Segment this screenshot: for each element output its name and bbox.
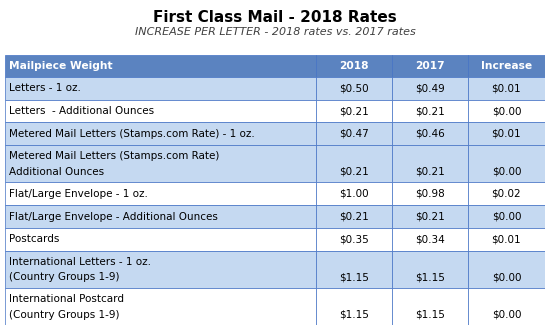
- Text: 2018: 2018: [339, 61, 369, 71]
- Text: Flat/Large Envelope - 1 oz.: Flat/Large Envelope - 1 oz.: [9, 189, 148, 199]
- Text: $0.50: $0.50: [339, 83, 369, 94]
- Bar: [5, 55, 316, 77]
- Text: $0.21: $0.21: [339, 212, 369, 221]
- Text: $0.21: $0.21: [415, 167, 444, 177]
- Bar: [316, 55, 392, 77]
- Bar: [316, 182, 392, 205]
- Bar: [5, 77, 316, 100]
- Bar: [5, 205, 316, 228]
- Bar: [316, 205, 392, 228]
- Bar: [5, 228, 316, 250]
- Text: $0.00: $0.00: [492, 272, 521, 283]
- Text: $0.02: $0.02: [492, 189, 521, 199]
- Text: INCREASE PER LETTER - 2018 rates vs. 2017 rates: INCREASE PER LETTER - 2018 rates vs. 201…: [135, 27, 415, 37]
- Text: Metered Mail Letters (Stamps.com Rate): Metered Mail Letters (Stamps.com Rate): [9, 151, 219, 161]
- Text: $1.15: $1.15: [415, 272, 444, 283]
- Bar: [392, 145, 468, 182]
- Text: Metered Mail Letters (Stamps.com Rate) - 1 oz.: Metered Mail Letters (Stamps.com Rate) -…: [9, 129, 255, 139]
- Text: Flat/Large Envelope - Additional Ounces: Flat/Large Envelope - Additional Ounces: [9, 212, 218, 221]
- Bar: [392, 100, 468, 123]
- Bar: [392, 228, 468, 250]
- Bar: [468, 100, 545, 123]
- Text: Additional Ounces: Additional Ounces: [9, 167, 104, 177]
- Text: $0.00: $0.00: [492, 212, 521, 221]
- Text: International Postcard: International Postcard: [9, 294, 124, 304]
- Bar: [316, 100, 392, 123]
- Bar: [5, 123, 316, 145]
- Bar: [5, 182, 316, 205]
- Bar: [468, 55, 545, 77]
- Text: $0.00: $0.00: [492, 106, 521, 116]
- Text: Letters  - Additional Ounces: Letters - Additional Ounces: [9, 106, 154, 116]
- Bar: [468, 288, 545, 325]
- Text: International Letters - 1 oz.: International Letters - 1 oz.: [9, 257, 151, 267]
- Text: $0.21: $0.21: [339, 106, 369, 116]
- Bar: [392, 55, 468, 77]
- Text: $0.49: $0.49: [415, 83, 444, 94]
- Text: $0.01: $0.01: [492, 83, 521, 94]
- Bar: [5, 100, 316, 123]
- Bar: [468, 145, 545, 182]
- Bar: [5, 145, 316, 182]
- Text: First Class Mail - 2018 Rates: First Class Mail - 2018 Rates: [153, 10, 397, 25]
- Text: $1.15: $1.15: [415, 310, 444, 319]
- Text: 2017: 2017: [415, 61, 444, 71]
- Text: Postcards: Postcards: [9, 234, 59, 244]
- Bar: [468, 205, 545, 228]
- Text: $0.21: $0.21: [415, 212, 444, 221]
- Bar: [468, 182, 545, 205]
- Text: $0.21: $0.21: [339, 167, 369, 177]
- Bar: [316, 288, 392, 325]
- Text: $1.00: $1.00: [339, 189, 369, 199]
- Bar: [316, 145, 392, 182]
- Bar: [392, 77, 468, 100]
- Text: $0.98: $0.98: [415, 189, 444, 199]
- Text: $0.00: $0.00: [492, 310, 521, 319]
- Text: $0.34: $0.34: [415, 234, 444, 244]
- Bar: [5, 250, 316, 288]
- Bar: [316, 250, 392, 288]
- Text: $0.47: $0.47: [339, 129, 369, 139]
- Bar: [392, 288, 468, 325]
- Bar: [468, 123, 545, 145]
- Bar: [468, 77, 545, 100]
- Bar: [468, 250, 545, 288]
- Bar: [392, 182, 468, 205]
- Bar: [316, 77, 392, 100]
- Text: Letters - 1 oz.: Letters - 1 oz.: [9, 83, 81, 94]
- Bar: [468, 228, 545, 250]
- Bar: [316, 228, 392, 250]
- Text: $0.21: $0.21: [415, 106, 444, 116]
- Text: $0.46: $0.46: [415, 129, 444, 139]
- Text: $0.00: $0.00: [492, 167, 521, 177]
- Text: $0.35: $0.35: [339, 234, 369, 244]
- Text: (Country Groups 1-9): (Country Groups 1-9): [9, 310, 119, 319]
- Text: Increase: Increase: [481, 61, 532, 71]
- Text: (Country Groups 1-9): (Country Groups 1-9): [9, 272, 119, 283]
- Bar: [5, 288, 316, 325]
- Text: $1.15: $1.15: [339, 310, 369, 319]
- Bar: [392, 205, 468, 228]
- Bar: [392, 123, 468, 145]
- Bar: [392, 250, 468, 288]
- Text: $0.01: $0.01: [492, 234, 521, 244]
- Bar: [316, 123, 392, 145]
- Text: $1.15: $1.15: [339, 272, 369, 283]
- Text: $0.01: $0.01: [492, 129, 521, 139]
- Text: Mailpiece Weight: Mailpiece Weight: [9, 61, 113, 71]
